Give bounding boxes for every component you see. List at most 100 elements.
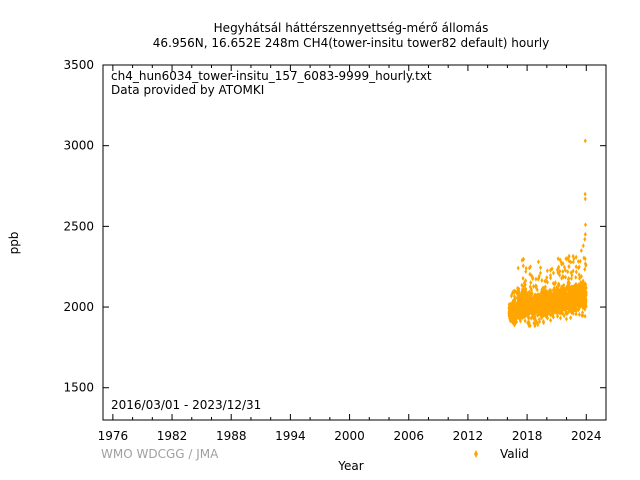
data-point xyxy=(572,306,576,312)
data-point xyxy=(524,286,528,292)
data-point xyxy=(576,297,580,303)
data-point xyxy=(536,295,540,301)
data-point-outlier xyxy=(583,222,587,228)
data-point xyxy=(547,310,551,316)
data-point xyxy=(528,264,532,270)
data-point xyxy=(523,282,527,288)
data-point xyxy=(577,264,581,270)
data-point xyxy=(524,269,528,275)
data-point xyxy=(542,294,546,300)
data-point xyxy=(539,313,543,319)
data-point xyxy=(542,312,546,318)
data-point xyxy=(531,314,535,320)
data-point xyxy=(574,269,578,275)
data-point-outlier xyxy=(583,191,587,197)
data-point xyxy=(516,265,520,271)
data-point xyxy=(528,323,532,329)
data-point xyxy=(521,275,525,281)
data-point xyxy=(528,294,532,300)
data-point xyxy=(540,293,544,299)
data-point-outlier xyxy=(536,259,540,265)
data-point xyxy=(583,266,587,272)
data-point xyxy=(576,288,580,294)
data-point xyxy=(534,283,538,289)
data-point xyxy=(577,272,581,278)
data-point xyxy=(545,312,549,318)
data-point xyxy=(530,304,534,310)
x-tick-label: 1988 xyxy=(216,429,247,443)
data-point xyxy=(559,259,563,265)
data-point xyxy=(522,297,526,303)
y-tick-label: 3000 xyxy=(63,139,94,153)
data-point xyxy=(556,298,560,304)
data-point xyxy=(569,315,573,321)
data-point xyxy=(545,268,549,274)
data-point xyxy=(532,294,536,300)
data-point xyxy=(551,270,555,276)
data-point xyxy=(526,299,530,305)
data-point-outlier xyxy=(583,138,587,144)
data-point xyxy=(577,297,581,303)
data-point xyxy=(529,287,533,293)
data-point xyxy=(562,313,566,319)
data-point xyxy=(507,310,511,316)
data-point xyxy=(583,281,587,287)
data-point xyxy=(548,296,552,302)
data-point xyxy=(580,292,584,298)
data-point xyxy=(510,308,514,314)
watermark: WMO WDCGG / JMA xyxy=(101,447,219,461)
data-point xyxy=(548,272,552,278)
data-point-outlier xyxy=(579,248,583,254)
data-point xyxy=(557,287,561,293)
data-point xyxy=(578,258,582,264)
legend-label-valid: Valid xyxy=(500,447,529,461)
data-point xyxy=(535,292,539,298)
x-tick-label: 2000 xyxy=(334,429,365,443)
data-point xyxy=(535,287,539,293)
data-point xyxy=(574,274,578,280)
data-point xyxy=(553,300,557,306)
data-point-outlier xyxy=(581,243,585,249)
data-point xyxy=(555,310,559,316)
data-point xyxy=(577,311,581,317)
data-point xyxy=(529,280,533,286)
x-tick-label: 2024 xyxy=(571,429,602,443)
data-point xyxy=(512,293,516,299)
data-point xyxy=(551,311,555,317)
data-point xyxy=(567,264,571,270)
data-point xyxy=(537,275,541,281)
data-point xyxy=(534,276,538,282)
data-point-outlier xyxy=(583,196,587,202)
data-point xyxy=(512,297,516,303)
x-axis: 1976 1982 1988 1994 2000 2006 2012 2018 2024 xyxy=(98,65,602,443)
data-point xyxy=(540,277,544,283)
data-point xyxy=(521,263,525,269)
data-point xyxy=(541,286,545,292)
data-point xyxy=(533,299,537,305)
data-point-outlier xyxy=(524,265,528,271)
data-point xyxy=(542,320,546,326)
data-point xyxy=(528,304,532,310)
x-tick-label: 2006 xyxy=(393,429,424,443)
data-point xyxy=(552,304,556,310)
legend-marker-valid xyxy=(474,450,478,458)
data-point xyxy=(516,285,520,291)
data-point xyxy=(536,309,540,315)
data-point xyxy=(565,291,569,297)
data-point xyxy=(527,319,531,325)
data-point xyxy=(538,319,542,325)
data-point xyxy=(560,275,564,281)
data-point xyxy=(562,298,566,304)
data-point xyxy=(560,310,564,316)
data-point xyxy=(536,299,540,305)
legend: Valid xyxy=(474,447,529,461)
data-point xyxy=(568,289,572,295)
y-axis-label: ppb xyxy=(7,232,21,255)
data-point-outlier xyxy=(583,231,587,237)
file-label: ch4_hun6034_tower-insitu_157_6083-9999_h… xyxy=(111,69,432,83)
data-point xyxy=(543,284,547,290)
data-point xyxy=(576,292,580,298)
data-point xyxy=(574,264,578,270)
data-point xyxy=(567,253,571,259)
data-point xyxy=(523,318,527,324)
